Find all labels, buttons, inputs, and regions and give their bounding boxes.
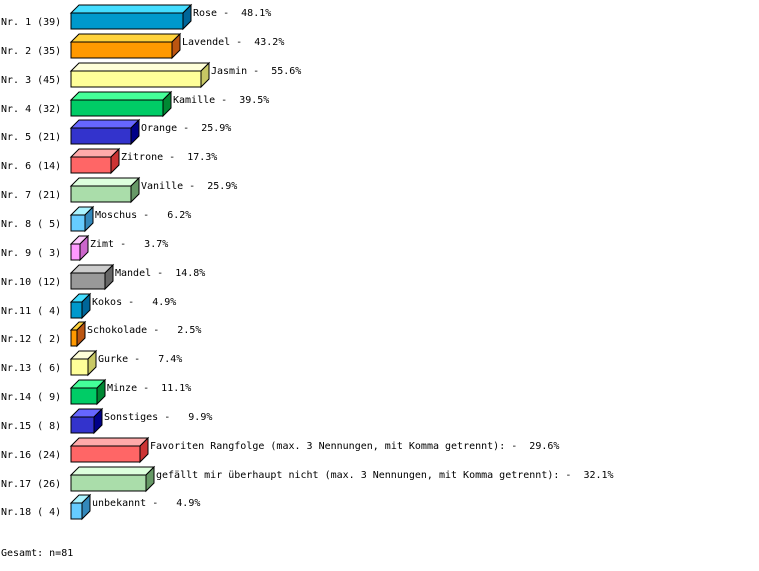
row-label: Nr. 2 (35) bbox=[1, 46, 61, 57]
row-label: Nr.15 ( 8) bbox=[1, 421, 61, 432]
bar bbox=[70, 185, 132, 203]
value-label: Schokolade - 2.5% bbox=[87, 325, 201, 336]
value-label: Mandel - 14.8% bbox=[115, 268, 205, 279]
value-label: Vanille - 25.9% bbox=[141, 181, 237, 192]
row-label: Nr.11 ( 4) bbox=[1, 306, 61, 317]
bar bbox=[70, 301, 83, 319]
value-label: Zimt - 3.7% bbox=[90, 239, 168, 250]
value-label: Zitrone - 17.3% bbox=[121, 152, 217, 163]
bar-top bbox=[69, 62, 211, 72]
row-label: Nr.10 (12) bbox=[1, 277, 61, 288]
bar-top bbox=[69, 437, 150, 447]
bar bbox=[70, 127, 132, 145]
bar bbox=[70, 329, 78, 347]
bar bbox=[70, 358, 89, 376]
bar bbox=[70, 156, 112, 174]
bar bbox=[70, 474, 147, 492]
value-label: Jasmin - 55.6% bbox=[211, 66, 301, 77]
row-label: Nr.17 (26) bbox=[1, 479, 61, 490]
bar bbox=[70, 70, 202, 88]
value-label: unbekannt - 4.9% bbox=[92, 498, 200, 509]
row-label: Nr. 9 ( 3) bbox=[1, 248, 61, 259]
row-label: Nr. 4 (32) bbox=[1, 104, 61, 115]
row-label: Nr. 3 (45) bbox=[1, 75, 61, 86]
row-label: Nr.12 ( 2) bbox=[1, 334, 61, 345]
row-label: Nr. 6 (14) bbox=[1, 161, 61, 172]
bar bbox=[70, 416, 95, 434]
value-label: Rose - 48.1% bbox=[193, 8, 271, 19]
row-label: Nr.16 (24) bbox=[1, 450, 61, 461]
row-label: Nr.18 ( 4) bbox=[1, 507, 61, 518]
bar bbox=[70, 272, 106, 290]
bar bbox=[70, 387, 98, 405]
row-label: Nr.13 ( 6) bbox=[1, 363, 61, 374]
value-label: Lavendel - 43.2% bbox=[182, 37, 284, 48]
bar-top bbox=[69, 4, 193, 14]
bar bbox=[70, 41, 173, 59]
bar-top bbox=[69, 119, 141, 129]
bar bbox=[70, 12, 184, 30]
bar-top bbox=[69, 466, 156, 476]
total-count: Gesamt: n=81 bbox=[1, 548, 74, 559]
bar bbox=[70, 502, 83, 520]
bar-top bbox=[69, 33, 182, 43]
value-label: Favoriten Rangfolge (max. 3 Nennungen, m… bbox=[150, 441, 559, 452]
value-label: Sonstiges - 9.9% bbox=[104, 412, 212, 423]
row-label: Nr.14 ( 9) bbox=[1, 392, 61, 403]
value-label: gefällt mir überhaupt nicht (max. 3 Nenn… bbox=[156, 470, 614, 481]
bar bbox=[70, 243, 81, 261]
value-label: Kokos - 4.9% bbox=[92, 297, 176, 308]
row-label: Nr. 5 (21) bbox=[1, 132, 61, 143]
value-label: Gurke - 7.4% bbox=[98, 354, 182, 365]
value-label: Minze - 11.1% bbox=[107, 383, 191, 394]
bar bbox=[70, 99, 164, 117]
bar bbox=[70, 214, 86, 232]
bar-top bbox=[69, 91, 173, 101]
value-label: Moschus - 6.2% bbox=[95, 210, 191, 221]
row-label: Nr. 8 ( 5) bbox=[1, 219, 61, 230]
row-label: Nr. 1 (39) bbox=[1, 17, 61, 28]
row-label: Nr. 7 (21) bbox=[1, 190, 61, 201]
bar bbox=[70, 445, 141, 463]
bar-chart: Nr. 1 (39) Rose - 48.1% Nr. 2 (35) Lavendel… bbox=[1, 3, 614, 521]
value-label: Kamille - 39.5% bbox=[173, 95, 269, 106]
value-label: Orange - 25.9% bbox=[141, 123, 231, 134]
bar-top bbox=[69, 177, 141, 187]
